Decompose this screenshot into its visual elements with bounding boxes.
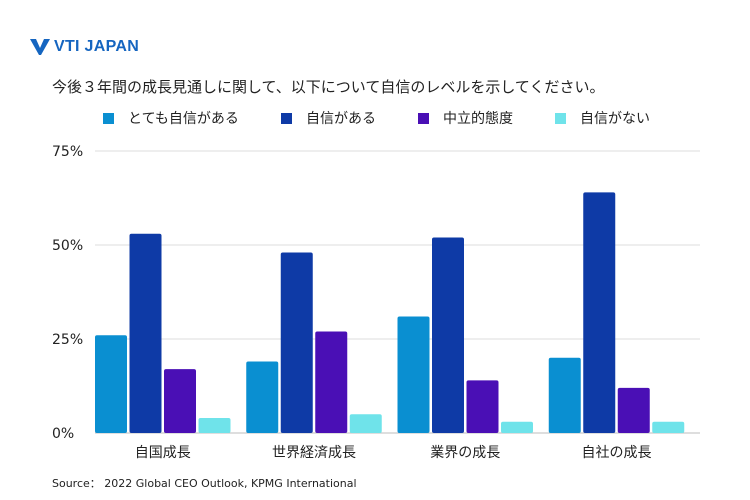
legend-label: 自信がない xyxy=(580,111,650,127)
bar xyxy=(617,387,650,433)
bar xyxy=(129,233,162,433)
y-tick-label: 0% xyxy=(52,426,74,442)
legend-swatch xyxy=(103,112,114,124)
bar xyxy=(397,316,430,433)
legend-swatch xyxy=(555,112,566,124)
chart-legend: とても自信がある 自信がある 中立的態度 自信がない xyxy=(103,108,650,128)
legend-item: 自信がない xyxy=(555,108,650,128)
bar xyxy=(501,421,533,433)
bar xyxy=(548,357,581,433)
legend-item: とても自信がある xyxy=(103,108,281,128)
x-tick-label: 自社の成長 xyxy=(582,445,652,461)
legend-label: 自信がある xyxy=(306,111,376,127)
bar xyxy=(315,331,348,433)
chart-title: 今後３年間の成長見通しに関して、以下について自信のレベルを示してください。 xyxy=(52,78,605,96)
bar xyxy=(349,414,382,433)
y-tick-label: 75% xyxy=(52,144,83,160)
bar xyxy=(583,192,616,433)
bar xyxy=(466,380,499,433)
brand-name: VTI JAPAN xyxy=(54,38,140,55)
legend-item: 中立的態度 xyxy=(418,108,555,128)
x-tick-label: 業界の成長 xyxy=(430,445,500,461)
y-tick-label: 25% xyxy=(52,332,83,348)
bar xyxy=(198,417,231,433)
bar xyxy=(95,335,127,433)
bar xyxy=(246,361,279,433)
y-tick-label: 50% xyxy=(52,238,83,254)
vti-logo-icon xyxy=(30,39,50,55)
legend-label: 中立的態度 xyxy=(443,111,513,127)
legend-swatch xyxy=(418,112,429,124)
legend-swatch xyxy=(281,112,292,124)
x-tick-label: 自国成長 xyxy=(135,445,191,461)
brand-logo: VTI JAPAN xyxy=(30,38,139,56)
bar xyxy=(164,369,196,433)
bar xyxy=(280,252,313,433)
legend-item: 自信がある xyxy=(281,108,418,128)
source-note: Source： 2022 Global CEO Outlook, KPMG In… xyxy=(52,477,357,490)
bar xyxy=(432,237,464,433)
legend-label: とても自信がある xyxy=(128,111,239,127)
x-tick-label: 世界経済成長 xyxy=(272,445,356,461)
bar xyxy=(652,421,685,433)
